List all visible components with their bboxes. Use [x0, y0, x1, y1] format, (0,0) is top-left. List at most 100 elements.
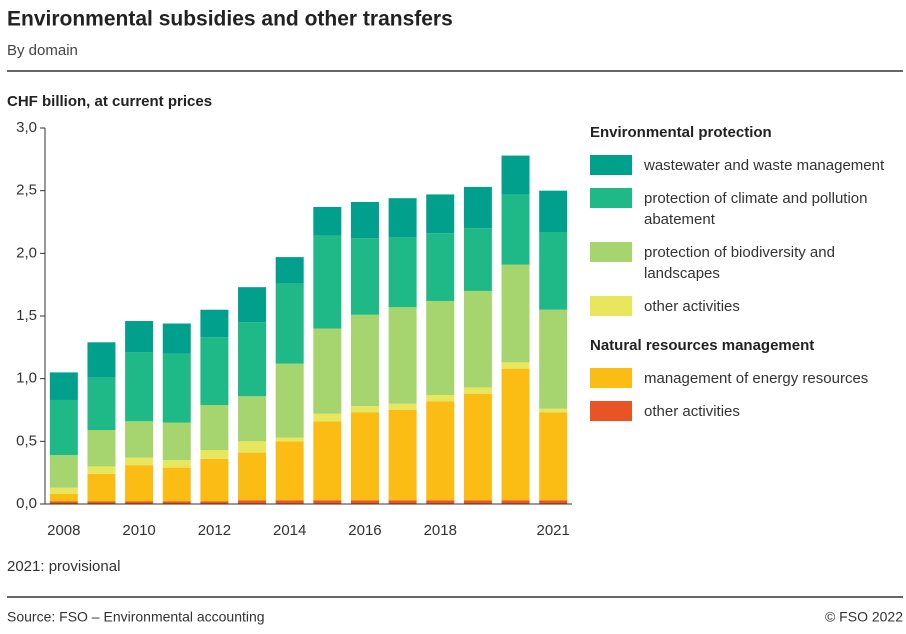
bar-segment: [463, 393, 492, 501]
bar-segment: [238, 287, 267, 323]
bar-segment: [463, 228, 492, 291]
bar-segment: [125, 321, 154, 353]
bar-segment: [238, 396, 267, 442]
bar-segment: [501, 264, 530, 363]
x-tick-label: 2012: [198, 522, 231, 539]
bar-segment: [313, 235, 342, 329]
bar-segment: [200, 309, 229, 338]
bar-segment: [275, 363, 304, 438]
y-tick-label: 3,0: [16, 119, 37, 136]
bar-segment: [426, 394, 455, 402]
bar-segment: [388, 198, 417, 238]
bar-segment: [125, 501, 154, 504]
bar-segment: [200, 450, 229, 459]
chart-title: Environmental subsidies and other transf…: [7, 8, 453, 31]
bar-segment: [350, 406, 379, 413]
bar-segment: [388, 403, 417, 410]
bar-segment: [501, 194, 530, 265]
bar-segment: [350, 412, 379, 501]
bar-segment: [162, 460, 191, 468]
y-tick-label: 1,0: [16, 370, 37, 387]
bar-segment: [388, 237, 417, 308]
bar-segment: [501, 362, 530, 369]
legend-label: protection of biodiversity and landscape…: [644, 244, 835, 282]
legend-label: other activities: [644, 298, 740, 315]
bar-segment: [162, 501, 191, 504]
bar-segment: [87, 473, 116, 502]
bar-segment: [200, 458, 229, 502]
bar-segment: [501, 500, 530, 504]
legend-label: other activities: [644, 403, 740, 420]
bar-segment: [49, 399, 78, 456]
legend-group-title: Environmental protection: [590, 124, 772, 141]
bar-segment: [539, 309, 568, 409]
legend-swatch: [590, 155, 632, 175]
bar-segment: [49, 501, 78, 504]
x-tick-label: 2010: [122, 522, 155, 539]
bar-segment: [463, 186, 492, 229]
legend-item: protection of biodiversity and landscape…: [590, 242, 890, 284]
bar-segment: [238, 441, 267, 453]
bar-segment: [350, 201, 379, 239]
legend-item: other activities: [590, 296, 890, 317]
chart-subtitle: By domain: [7, 42, 78, 59]
bar-segment: [162, 467, 191, 502]
bar-segment: [350, 500, 379, 504]
bar-segment: [388, 500, 417, 504]
bar-segment: [87, 377, 116, 431]
bar-segment: [162, 323, 191, 354]
bar-segment: [49, 493, 78, 502]
y-tick-label: 2,5: [16, 182, 37, 199]
note: 2021: provisional: [7, 558, 120, 575]
bar-segment: [313, 413, 342, 422]
bar-segment: [49, 372, 78, 400]
source: Source: FSO – Environmental accounting: [7, 609, 265, 625]
bar-segment: [49, 487, 78, 494]
bar-segment: [350, 314, 379, 407]
bar-segment: [501, 155, 530, 195]
bar-segment: [162, 422, 191, 461]
bar-segment: [539, 190, 568, 233]
legend-label: management of energy resources: [644, 370, 869, 387]
bar-segment: [388, 307, 417, 404]
bar-segment: [87, 501, 116, 504]
bar-segment: [200, 337, 229, 405]
bar-segment: [313, 500, 342, 504]
bar-segment: [87, 430, 116, 467]
bar-segment: [87, 466, 116, 474]
bar-segment: [463, 500, 492, 504]
bar-segment: [350, 238, 379, 315]
bar-segment: [200, 501, 229, 504]
legend-group: Natural resources management management o…: [590, 337, 890, 422]
bar-segment: [125, 421, 154, 458]
legend-item: wastewater and waste management: [590, 155, 890, 176]
legend-swatch: [590, 296, 632, 316]
legend-swatch: [590, 188, 632, 208]
bar-segment: [501, 368, 530, 501]
bar-segment: [426, 300, 455, 395]
legend-group: Environmental protection wastewater and w…: [590, 124, 890, 317]
legend: Environmental protection wastewater and w…: [590, 124, 890, 434]
bar-segment: [49, 455, 78, 488]
bar-segment: [388, 410, 417, 501]
bar-segment: [238, 322, 267, 397]
bar-segment: [539, 500, 568, 504]
legend-group-title: Natural resources management: [590, 337, 815, 354]
bar-segment: [426, 401, 455, 501]
bar-segment: [125, 352, 154, 422]
y-tick-label: 1,5: [16, 307, 37, 324]
bar-segment: [539, 408, 568, 413]
legend-label: wastewater and waste management: [644, 157, 885, 174]
bar-segment: [125, 457, 154, 466]
legend-swatch: [590, 242, 632, 262]
y-tick-label: 0,0: [16, 495, 37, 512]
bar-segment: [238, 500, 267, 504]
legend-item: other activities: [590, 401, 890, 422]
bar-segment: [238, 452, 267, 501]
legend-item: protection of climate and pollution abat…: [590, 188, 890, 230]
legend-swatch: [590, 401, 632, 421]
bar-segment: [275, 283, 304, 364]
bar-segment: [539, 412, 568, 501]
x-tick-label: 2016: [348, 522, 381, 539]
